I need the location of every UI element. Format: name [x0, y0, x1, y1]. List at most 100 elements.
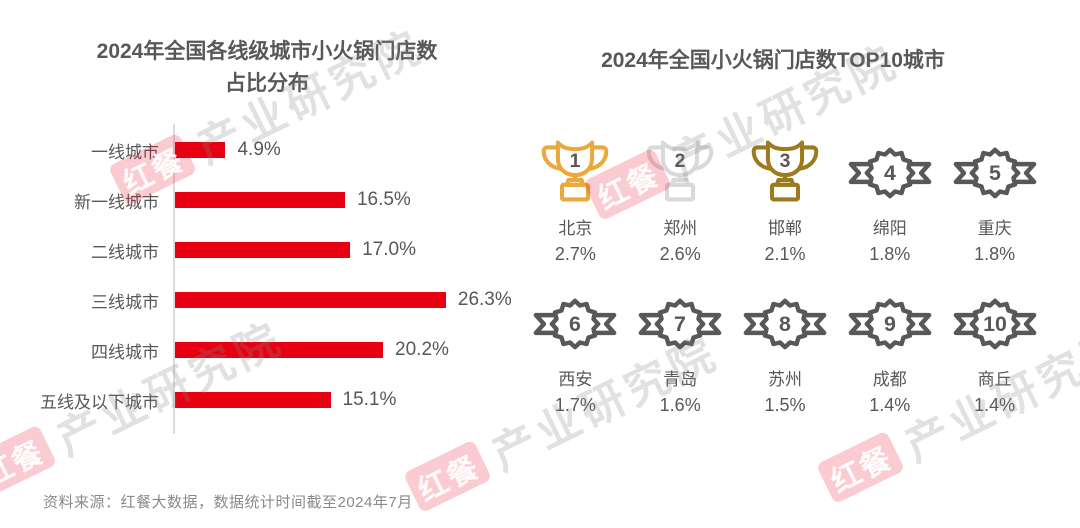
bar — [175, 142, 226, 158]
bar-category-label: 一线城市 — [91, 142, 159, 162]
rank-icon-box: 8 — [742, 283, 828, 361]
rank-share-percent: 1.6% — [659, 395, 701, 415]
ranking-item: 4 绵阳 1.8% — [837, 132, 942, 265]
bar — [175, 392, 331, 408]
ranking-item: 1 北京 2.7% — [523, 132, 628, 265]
rank-number: 5 — [989, 161, 1001, 185]
bar-area: 4.9% — [175, 139, 281, 161]
rank-number: 4 — [884, 161, 896, 185]
rank-share-percent: 2.6% — [659, 244, 701, 264]
rank-share-percent: 1.4% — [974, 395, 1016, 415]
bar-area: 15.1% — [175, 389, 396, 411]
bar-value-label: 26.3% — [457, 289, 512, 310]
ranking-item: 2 郑州 2.6% — [628, 132, 733, 265]
top10-city-ranking-grid: 1 北京 2.7% 2 郑州 2.6% — [523, 132, 1047, 416]
rosette-badge-icon: 8 — [743, 298, 827, 350]
bar-category-label: 四线城市 — [91, 342, 159, 362]
rank-share-percent: 2.1% — [764, 244, 806, 264]
bar — [175, 292, 446, 308]
rank-city-name: 邯郸 — [767, 219, 802, 238]
rank-number: 1 — [570, 150, 581, 172]
rank-city-name: 商丘 — [977, 370, 1012, 389]
bar-row: 二线城市 17.0% — [0, 225, 512, 275]
rank-share-percent: 1.7% — [554, 395, 596, 415]
left-chart-title: 2024年全国各线级城市小火锅门店数 占比分布 — [37, 36, 497, 100]
ranking-item: 6 西安 1.7% — [523, 283, 628, 416]
bar-row: 新一线城市 16.5% — [0, 175, 512, 225]
bar-row: 一线城市 4.9% — [0, 125, 512, 175]
rank-icon-box: 1 — [535, 132, 615, 210]
left-chart-title-line1: 2024年全国各线级城市小火锅门店数 — [96, 40, 438, 63]
data-source-note: 资料来源：红餐大数据，数据统计时间截至2024年7月 — [43, 494, 413, 511]
bar-value-label: 17.0% — [362, 239, 416, 260]
rank-share-percent: 1.4% — [869, 395, 911, 415]
bar-row: 三线城市 26.3% — [0, 275, 512, 325]
rank-number: 2 — [675, 150, 686, 172]
rosette-badge-icon: 7 — [638, 298, 722, 350]
rank-share-percent: 1.5% — [764, 395, 806, 415]
bar-value-label: 4.9% — [237, 139, 281, 160]
rank-icon-box: 10 — [952, 283, 1038, 361]
rank-icon-box: 6 — [532, 283, 618, 361]
rank-city-name: 重庆 — [977, 219, 1012, 238]
bar-category-label: 三线城市 — [91, 292, 159, 312]
rosette-badge-icon: 4 — [848, 147, 932, 199]
rosette-badge-icon: 5 — [953, 147, 1036, 199]
rank-city-name: 苏州 — [767, 370, 802, 389]
rank-city-name: 绵阳 — [872, 219, 907, 238]
bar-area: 26.3% — [175, 289, 512, 311]
rank-icon-box: 2 — [640, 132, 720, 210]
bar-category-label: 新一线城市 — [74, 192, 159, 212]
trophy-icon: 2 — [646, 140, 714, 202]
bar-value-label: 15.1% — [342, 389, 397, 410]
trophy-icon: 3 — [751, 140, 819, 202]
rank-city-name: 北京 — [558, 219, 593, 238]
bar-category-label: 二线城市 — [91, 242, 159, 262]
bar-chart-axis-line — [173, 124, 175, 434]
rank-icon-box: 9 — [847, 283, 933, 361]
rank-city-name: 西安 — [558, 370, 593, 389]
ranking-item: 10 商丘 1.4% — [942, 283, 1047, 416]
rank-icon-box: 7 — [637, 283, 723, 361]
bar-row: 四线城市 20.2% — [0, 325, 512, 375]
rank-city-name: 青岛 — [663, 370, 698, 389]
rank-share-percent: 1.8% — [869, 244, 911, 264]
rank-icon-box: 3 — [745, 132, 825, 210]
bar-value-label: 20.2% — [395, 339, 449, 360]
rosette-badge-icon: 6 — [534, 298, 617, 350]
rank-number: 8 — [779, 312, 791, 336]
bar-category-label: 五线及以下城市 — [40, 392, 159, 412]
ranking-item: 7 青岛 1.6% — [628, 283, 733, 416]
ranking-item: 8 苏州 1.5% — [733, 283, 838, 416]
brand-logo-watermark: 红餐 — [815, 430, 906, 505]
rank-number: 7 — [674, 312, 686, 336]
bar — [175, 192, 345, 208]
brand-logo-watermark: 红餐 — [0, 424, 58, 499]
bar — [175, 242, 351, 258]
bar-area: 16.5% — [175, 189, 411, 211]
rank-icon-box: 5 — [952, 132, 1038, 210]
rosette-badge-icon: 9 — [848, 298, 932, 350]
rosette-badge-icon: 10 — [953, 298, 1036, 350]
rank-city-name: 郑州 — [663, 219, 698, 238]
bar-row: 五线及以下城市 15.1% — [0, 375, 512, 425]
rank-city-name: 成都 — [872, 370, 907, 389]
ranking-item: 5 重庆 1.8% — [942, 132, 1047, 265]
bar-area: 17.0% — [175, 239, 416, 261]
brand-logo-watermark: 红餐 — [402, 439, 493, 514]
ranking-item: 9 成都 1.4% — [837, 283, 942, 416]
rank-share-percent: 1.8% — [974, 244, 1016, 264]
rank-number: 10 — [983, 312, 1007, 336]
rank-number: 6 — [569, 312, 581, 336]
bar-area: 20.2% — [175, 339, 449, 361]
city-tier-bar-chart: 一线城市 4.9% 新一线城市 16.5% 二线城市 17.0% 三线城市 26… — [0, 125, 512, 425]
ranking-item: 3 邯郸 2.1% — [733, 132, 838, 265]
bar-value-label: 16.5% — [356, 189, 411, 210]
rank-share-percent: 2.7% — [554, 244, 596, 264]
right-chart-title: 2024年全国小火锅门店数TOP10城市 — [601, 49, 945, 72]
left-chart-title-line2: 占比分布 — [225, 72, 309, 95]
rank-number: 9 — [884, 312, 896, 336]
rank-icon-box: 4 — [847, 132, 933, 210]
rank-number: 3 — [780, 150, 791, 172]
